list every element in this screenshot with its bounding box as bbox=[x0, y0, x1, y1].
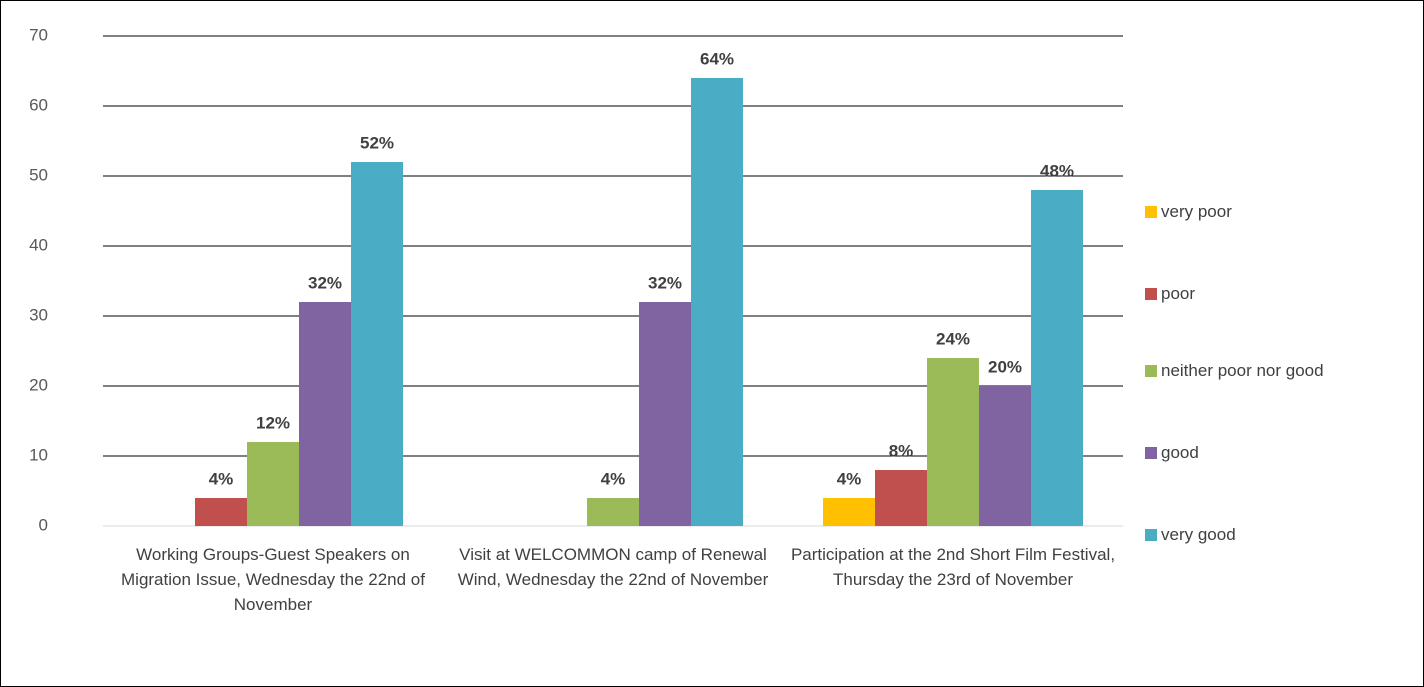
legend-label: very good bbox=[1161, 525, 1236, 544]
x-tick-label: Participation at the 2nd Short Film Fest… bbox=[790, 545, 1116, 589]
bar bbox=[351, 162, 403, 526]
data-label: 24% bbox=[936, 329, 970, 348]
y-tick-label: 60 bbox=[29, 95, 48, 114]
legend-item: very poor bbox=[1145, 199, 1326, 225]
bar bbox=[691, 78, 743, 526]
y-tick-label: 50 bbox=[29, 165, 48, 184]
data-label: 32% bbox=[648, 273, 682, 292]
legend-swatch bbox=[1145, 447, 1157, 459]
bar bbox=[927, 358, 979, 526]
data-label: 32% bbox=[308, 273, 342, 292]
legend-swatch bbox=[1145, 365, 1157, 377]
legend-swatch bbox=[1145, 206, 1157, 218]
legend-item: very good bbox=[1145, 522, 1326, 548]
legend-item: poor bbox=[1145, 281, 1326, 307]
y-tick-label: 0 bbox=[39, 515, 48, 534]
data-label: 8% bbox=[889, 441, 914, 460]
y-tick-label: 10 bbox=[29, 445, 48, 464]
data-label: 48% bbox=[1040, 161, 1074, 180]
legend-label: good bbox=[1161, 443, 1199, 462]
y-tick-label: 20 bbox=[29, 375, 48, 394]
data-label: 12% bbox=[256, 413, 290, 432]
data-label: 4% bbox=[837, 469, 862, 488]
bar bbox=[1031, 190, 1083, 526]
data-label: 52% bbox=[360, 133, 394, 152]
legend-item: good bbox=[1145, 440, 1326, 466]
legend-label: very poor bbox=[1161, 202, 1232, 221]
legend-swatch bbox=[1145, 529, 1157, 541]
legend-item: neither poor nor good bbox=[1145, 358, 1326, 384]
bar bbox=[299, 302, 351, 526]
y-tick-label: 40 bbox=[29, 235, 48, 254]
legend-label: poor bbox=[1161, 284, 1196, 303]
bar bbox=[823, 498, 875, 526]
x-tick-label: Visit at WELCOMMON camp of Renewal Wind,… bbox=[457, 545, 769, 589]
y-tick-label: 30 bbox=[29, 305, 48, 324]
data-label: 4% bbox=[601, 469, 626, 488]
bar bbox=[195, 498, 247, 526]
legend-label: neither poor nor good bbox=[1161, 361, 1324, 380]
bar bbox=[587, 498, 639, 526]
legend-swatch bbox=[1145, 288, 1157, 300]
data-label: 20% bbox=[988, 357, 1022, 376]
bar bbox=[247, 442, 299, 526]
data-label: 64% bbox=[700, 49, 734, 68]
bar bbox=[875, 470, 927, 526]
data-label: 4% bbox=[209, 469, 234, 488]
bar bbox=[979, 386, 1031, 526]
y-tick-label: 70 bbox=[29, 25, 48, 44]
x-tick-label: Working Groups-Guest Speakers on Migrati… bbox=[121, 545, 425, 614]
bar bbox=[639, 302, 691, 526]
